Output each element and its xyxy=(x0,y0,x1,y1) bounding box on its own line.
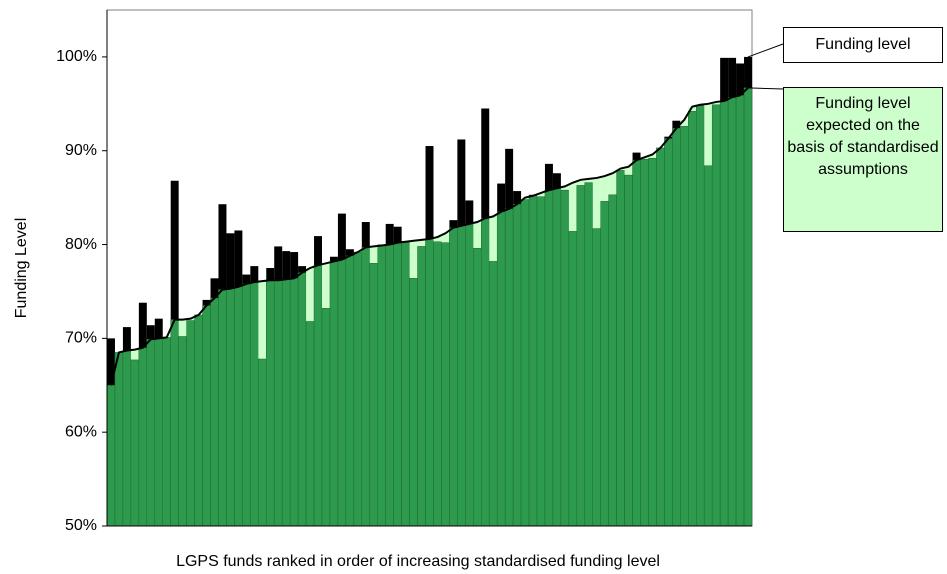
base-bar xyxy=(186,320,195,527)
base-bar xyxy=(719,100,729,527)
y-tick-label: 70% xyxy=(65,330,97,347)
base-bar xyxy=(481,218,490,527)
base-bar xyxy=(273,279,283,527)
expected-line xyxy=(110,87,749,386)
base-bar xyxy=(313,264,323,527)
y-tick-label: 90% xyxy=(65,142,97,159)
base-bar xyxy=(664,138,673,527)
base-bar xyxy=(711,104,721,527)
base-bar xyxy=(170,319,179,527)
base-bar xyxy=(258,358,267,527)
base-bar xyxy=(576,185,586,527)
base-bar xyxy=(672,127,681,527)
base-bar xyxy=(696,105,705,527)
y-tick-label: 60% xyxy=(65,423,97,440)
base-bar xyxy=(592,228,601,527)
base-bar xyxy=(632,159,641,527)
base-bar xyxy=(106,385,116,527)
base-bar xyxy=(552,188,562,527)
legend-entry: Funding level xyxy=(783,27,943,63)
base-bar xyxy=(616,170,625,527)
legend-entry: Funding level expected on the basis of s… xyxy=(783,87,943,232)
base-bar xyxy=(560,189,570,527)
base-bar xyxy=(393,242,402,527)
base-bar xyxy=(114,352,124,527)
base-bar xyxy=(345,255,355,527)
base-bar xyxy=(210,297,219,527)
base-bar xyxy=(680,126,689,527)
base-bar xyxy=(608,194,617,527)
base-bar xyxy=(624,174,633,527)
leader-line xyxy=(747,43,784,58)
base-bar xyxy=(584,182,593,527)
x-axis-title: LGPS funds ranked in order of increasing… xyxy=(176,553,660,570)
base-bar xyxy=(321,308,331,527)
base-bar xyxy=(727,97,737,527)
base-bar xyxy=(162,337,171,527)
y-tick-label: 50% xyxy=(65,517,97,534)
base-bar xyxy=(138,347,148,527)
base-bar xyxy=(743,87,753,527)
base-bar xyxy=(289,278,299,527)
base-bar xyxy=(473,248,482,527)
base-bar xyxy=(520,199,530,527)
base-bar xyxy=(656,147,665,527)
base-bar xyxy=(202,305,211,527)
base-bar xyxy=(337,259,347,527)
base-bar xyxy=(528,195,538,527)
base-bar xyxy=(600,201,609,527)
base-bar xyxy=(361,247,371,527)
base-bar xyxy=(250,281,259,527)
y-tick-label: 80% xyxy=(65,236,97,253)
base-bar xyxy=(417,246,426,527)
base-bar xyxy=(281,279,291,527)
base-bar xyxy=(640,158,649,527)
base-bar xyxy=(305,321,315,527)
base-bar xyxy=(353,251,363,527)
base-bar xyxy=(377,245,386,527)
base-bar xyxy=(648,157,657,527)
base-bar xyxy=(544,189,554,527)
base-bar xyxy=(329,261,339,527)
base-bar xyxy=(536,196,546,527)
base-bar xyxy=(130,359,140,527)
base-bar xyxy=(433,241,442,527)
base-bar xyxy=(504,208,514,527)
base-bar xyxy=(218,289,227,527)
base-bar xyxy=(266,279,275,527)
base-bar xyxy=(234,286,243,527)
base-bar xyxy=(194,314,203,527)
base-bar xyxy=(154,338,163,527)
base-bar xyxy=(512,203,522,527)
base-bar xyxy=(122,350,132,527)
y-axis-title: Funding Level xyxy=(13,218,30,319)
base-bar xyxy=(242,283,251,527)
base-bar xyxy=(488,261,498,527)
base-bar xyxy=(703,165,713,527)
base-bar xyxy=(369,263,378,527)
base-bar xyxy=(226,288,235,527)
base-bar xyxy=(449,227,458,527)
base-bar xyxy=(496,211,506,527)
base-bar xyxy=(568,231,578,527)
base-bar xyxy=(385,244,394,527)
base-bar xyxy=(146,339,156,527)
leader-line xyxy=(748,87,784,90)
base-bar xyxy=(441,242,450,527)
base-bar xyxy=(409,278,418,527)
base-bar xyxy=(297,272,307,527)
y-tick-label: 100% xyxy=(56,48,97,65)
base-bar xyxy=(178,336,187,527)
base-bar xyxy=(457,225,466,527)
base-bar xyxy=(425,238,434,527)
base-bar xyxy=(465,223,474,527)
base-bar xyxy=(401,241,410,527)
base-bar xyxy=(735,95,745,527)
base-bar xyxy=(688,111,697,527)
